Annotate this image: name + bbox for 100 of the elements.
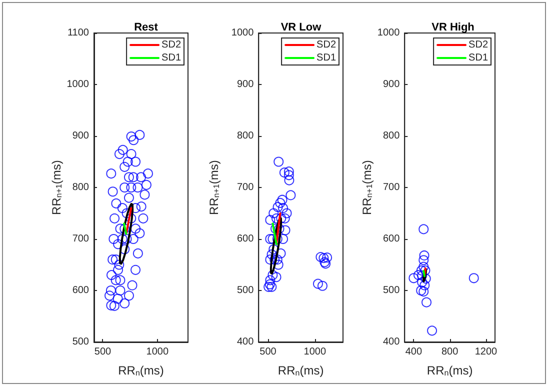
legend-label: SD1	[316, 52, 336, 64]
x-axis-title: RRn(ms)	[426, 364, 473, 378]
point	[265, 214, 276, 225]
point	[322, 252, 332, 263]
point	[120, 182, 130, 192]
chart-title: VR Low	[280, 22, 322, 34]
point	[282, 208, 292, 218]
x-tick-label: 1000	[146, 346, 169, 358]
point	[130, 264, 141, 275]
point	[420, 265, 430, 276]
point	[278, 203, 288, 214]
point	[124, 192, 134, 203]
point	[279, 168, 290, 178]
point	[312, 278, 323, 289]
point	[280, 213, 290, 224]
y-tick-label: 900	[236, 79, 254, 90]
point	[276, 213, 286, 224]
point	[284, 175, 294, 186]
point	[124, 172, 134, 182]
point	[273, 260, 284, 270]
point	[286, 190, 296, 200]
point	[128, 172, 138, 182]
chart-title: VR High	[432, 22, 475, 34]
point	[418, 224, 429, 234]
y-tick-label: 600	[382, 234, 400, 244]
point	[122, 156, 133, 167]
point	[272, 254, 282, 265]
point	[420, 274, 431, 284]
y-axis-title: RRn+1(ms)	[360, 160, 374, 215]
legend-label: SD1	[162, 52, 182, 64]
y-tick-label: 700	[72, 234, 90, 244]
y-tick-label: 600	[72, 285, 90, 296]
point	[106, 300, 116, 310]
point	[122, 234, 132, 244]
point	[417, 277, 428, 288]
x-axis-title: RRn(ms)	[118, 364, 164, 378]
point	[118, 144, 128, 155]
point	[284, 166, 294, 177]
point	[130, 203, 141, 214]
point	[108, 186, 118, 197]
point	[408, 273, 419, 284]
point	[126, 132, 136, 142]
point	[276, 248, 286, 258]
point	[136, 202, 146, 212]
point	[126, 182, 136, 192]
point	[143, 168, 153, 179]
y-tick-label: 600	[236, 234, 254, 244]
point	[418, 286, 429, 297]
x-tick-label: 1200	[474, 346, 498, 358]
point	[141, 180, 152, 190]
y-axis-title: RRn+1(ms)	[49, 160, 64, 215]
point	[266, 249, 277, 260]
point	[106, 286, 116, 296]
point	[280, 225, 290, 236]
point	[132, 248, 143, 258]
point	[278, 234, 288, 244]
y-tick-label: 800	[72, 182, 90, 193]
point	[128, 135, 139, 146]
point	[264, 282, 274, 292]
point	[115, 275, 126, 286]
point	[117, 234, 128, 244]
y-tick-label: 1100	[67, 28, 90, 38]
point	[120, 224, 130, 234]
point	[114, 149, 124, 160]
point	[113, 239, 124, 250]
point	[136, 172, 146, 182]
point	[268, 270, 278, 280]
point	[113, 264, 124, 275]
point	[111, 198, 122, 208]
point	[104, 290, 115, 301]
point	[126, 149, 136, 160]
y-tick-label: 1000	[231, 28, 254, 38]
point	[126, 213, 136, 224]
legend-label: SD2	[316, 40, 336, 50]
point	[270, 254, 280, 265]
point	[427, 326, 438, 336]
point	[275, 198, 286, 208]
point	[109, 300, 120, 311]
y-tick-label: 500	[382, 285, 400, 296]
x-tick-label: 400	[405, 346, 422, 358]
point	[120, 162, 130, 172]
y-tick-label: 1000	[377, 28, 400, 38]
point	[417, 270, 428, 281]
point	[120, 298, 130, 308]
point	[419, 250, 430, 260]
point	[274, 156, 284, 167]
y-tick-label: 900	[72, 130, 90, 142]
legend-label: SD2	[468, 40, 488, 50]
point	[106, 168, 116, 179]
point	[112, 294, 123, 304]
point	[318, 253, 329, 264]
point	[272, 202, 283, 212]
point	[124, 290, 134, 301]
point	[128, 234, 138, 244]
point	[416, 286, 426, 296]
point	[422, 297, 432, 308]
point	[134, 228, 145, 238]
point	[108, 234, 119, 244]
x-tick-label: 500	[260, 346, 277, 358]
point	[284, 170, 294, 180]
